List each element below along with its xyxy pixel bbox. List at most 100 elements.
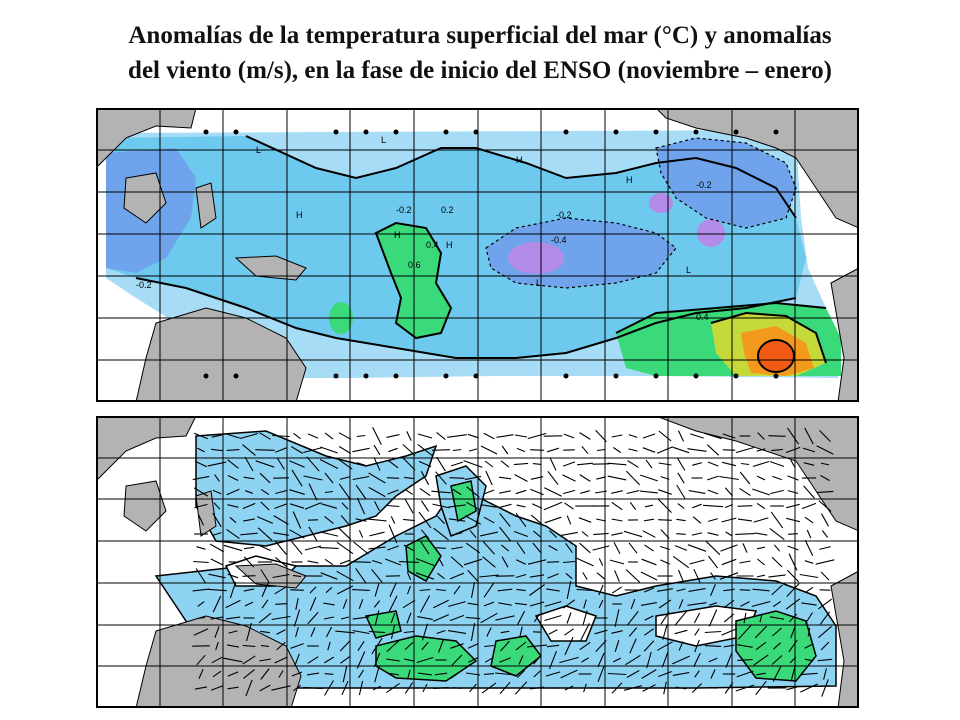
wind-vector <box>640 571 658 581</box>
wind-vector <box>788 553 798 571</box>
edge-dot <box>233 129 239 135</box>
wind-vector <box>759 613 763 623</box>
sst-contours <box>135 135 827 373</box>
wind-vector <box>819 611 831 625</box>
wind-vector <box>278 670 284 678</box>
wind-vector <box>406 612 412 624</box>
wind-vector <box>740 462 750 466</box>
wind-vector <box>628 448 638 452</box>
wind-vector <box>225 599 241 609</box>
wind-vector <box>609 559 625 565</box>
wind-vector <box>515 641 527 651</box>
wind-vector <box>754 532 768 536</box>
wind-vector <box>546 588 560 592</box>
wind-vector <box>562 461 576 467</box>
wind-vector <box>611 434 623 438</box>
wind-vector <box>324 490 334 494</box>
wind-vector <box>596 476 606 480</box>
wind-vector <box>436 456 446 472</box>
wind-vector <box>596 518 606 522</box>
wind-vector <box>516 610 526 626</box>
wind-vector <box>260 501 270 511</box>
wind-vector <box>549 457 557 471</box>
wind-vector <box>339 559 351 565</box>
wind-vector <box>418 460 432 468</box>
wind-vector <box>787 545 799 551</box>
wind-vector <box>735 533 755 535</box>
wind-vector <box>706 444 720 456</box>
wind-vector <box>533 670 541 678</box>
wind-vector <box>566 515 572 525</box>
wind-vector <box>677 472 685 484</box>
wind-vector <box>566 580 572 600</box>
wind-vector <box>549 530 557 538</box>
wind-vector <box>373 444 381 456</box>
wind-vector <box>295 626 299 638</box>
wind-land-north-america <box>655 416 859 532</box>
wind-vector <box>466 486 480 498</box>
wind-vector <box>214 474 220 482</box>
wind-vector <box>676 484 686 500</box>
wind-vector <box>707 475 719 481</box>
wind-vector <box>388 447 398 453</box>
edge-dot <box>613 373 619 379</box>
wind-vector <box>724 487 734 497</box>
wind-vector <box>755 680 767 696</box>
wind-vector <box>592 545 610 551</box>
wind-vector <box>415 572 435 580</box>
land-philippines <box>195 182 217 229</box>
wind-vector <box>564 628 574 636</box>
wind-vector <box>450 643 464 649</box>
wind-vector <box>694 670 700 678</box>
wind-vector <box>340 616 350 620</box>
wind-vector <box>422 683 428 693</box>
wind-vector <box>710 669 716 679</box>
wind-vector <box>340 656 350 664</box>
wind-vector <box>431 490 451 494</box>
wind-vector <box>479 531 499 537</box>
wind-vector <box>433 527 449 541</box>
wind-vector <box>790 667 796 681</box>
wind-vector <box>240 532 258 536</box>
wind-vector <box>514 474 528 482</box>
wind-vector <box>448 504 466 508</box>
wind-vector <box>245 490 253 494</box>
wind-vector <box>335 630 355 634</box>
wind-vector <box>481 504 497 508</box>
wind-vector <box>293 684 301 692</box>
wind-vector <box>291 541 303 555</box>
sst-label-6: 0.6 <box>408 260 421 270</box>
wind-vector <box>772 600 782 608</box>
wind-vector <box>320 446 338 454</box>
edge-dot <box>733 129 739 135</box>
wind-vector <box>484 460 494 468</box>
wind-vector <box>693 568 701 584</box>
wind-vector <box>274 585 288 595</box>
wind-vector <box>483 582 495 598</box>
wind-vector <box>630 598 636 610</box>
wind-vector <box>628 542 638 554</box>
wind-vector <box>421 641 429 651</box>
wind-vector <box>436 431 446 441</box>
wind-vector <box>580 490 590 494</box>
wind-vector <box>291 446 303 454</box>
wind-vector <box>756 574 766 578</box>
wind-vector <box>799 573 819 579</box>
wind-vector <box>580 623 590 641</box>
sst-mark-4: H <box>446 240 453 250</box>
wind-vector <box>342 665 348 683</box>
wind-vector <box>770 489 784 495</box>
wind-vector <box>771 655 783 665</box>
edge-dot <box>473 373 479 379</box>
wind-vector <box>324 432 334 440</box>
wind-vector <box>692 462 702 466</box>
wind-vector <box>499 490 511 494</box>
wind-vector <box>274 503 288 509</box>
wind-vector <box>293 432 301 440</box>
wind-vector <box>725 531 733 537</box>
wind-vector <box>582 610 588 626</box>
wind-vector <box>560 531 578 537</box>
wind-vector <box>353 541 369 555</box>
wind-vector <box>259 684 271 692</box>
sst-region-neg-strong-ne <box>656 138 796 228</box>
